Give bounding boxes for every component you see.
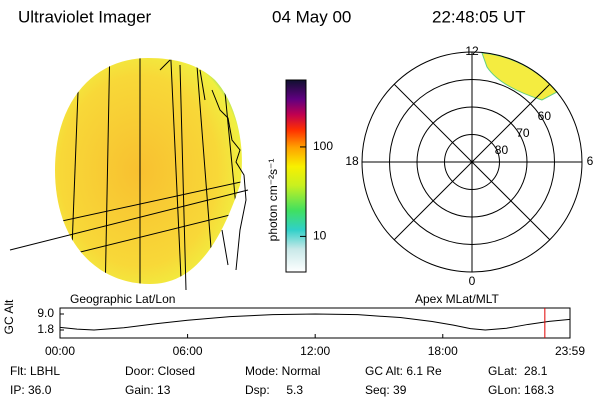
polar-ring-label: 80	[495, 143, 509, 157]
alt-xtick-label: 23:59	[555, 344, 585, 358]
alt-xtick-label: 06:00	[173, 344, 203, 358]
status-field: Gain: 13	[125, 383, 171, 397]
alt-frame	[59, 307, 571, 339]
earth-image	[9, 58, 249, 291]
alt-ylabel: GC Alt	[2, 299, 16, 334]
colorbar-tick-label: 100	[313, 139, 333, 153]
status-field: Flt: LBHL	[10, 364, 60, 378]
polar-ring-label: 70	[516, 126, 530, 140]
date: 04 May 00	[272, 7, 351, 26]
alt-xtick-label: 12:00	[300, 344, 330, 358]
mlt-label: 12	[465, 44, 479, 58]
mlt-label: 0	[469, 274, 476, 288]
status-field: IP: 36.0	[10, 383, 52, 397]
colorbar	[285, 79, 307, 273]
status-field: Dsp: 5.3	[245, 383, 303, 397]
polar-ring-label: 60	[538, 109, 552, 123]
status-field: GLon: 168.3	[488, 383, 554, 397]
alt-ytick-label: 1.8	[37, 322, 54, 336]
mlt-label: 6	[587, 154, 594, 168]
status-field: GC Alt: 6.1 Re	[365, 364, 442, 378]
status-field: Seq: 39	[365, 383, 407, 397]
polar-ring	[416, 106, 528, 218]
polar-label: Apex MLat/MLT	[415, 292, 499, 306]
time: 22:48:05 UT	[432, 7, 526, 26]
polar-grid	[361, 51, 583, 273]
polar-ring	[389, 79, 555, 245]
alt-xtick-label: 18:00	[428, 344, 458, 358]
status-field: GLat: 28.1	[488, 364, 548, 378]
alt-ytick-label: 9.0	[37, 306, 54, 320]
polar-ring	[444, 134, 500, 190]
geo-label: Geographic Lat/Lon	[70, 292, 175, 306]
mlt-label: 18	[345, 154, 359, 168]
title: Ultraviolet Imager	[18, 7, 152, 26]
alt-curve	[59, 313, 571, 331]
status-field: Mode: Normal	[245, 364, 320, 378]
status-field: Door: Closed	[125, 364, 195, 378]
colorbar-label: photon cm⁻²s⁻¹	[266, 159, 280, 242]
alt-xtick-label: 00:00	[45, 344, 75, 358]
colorbar-tick-label: 10	[313, 229, 327, 243]
auroral-oval	[481, 52, 558, 101]
